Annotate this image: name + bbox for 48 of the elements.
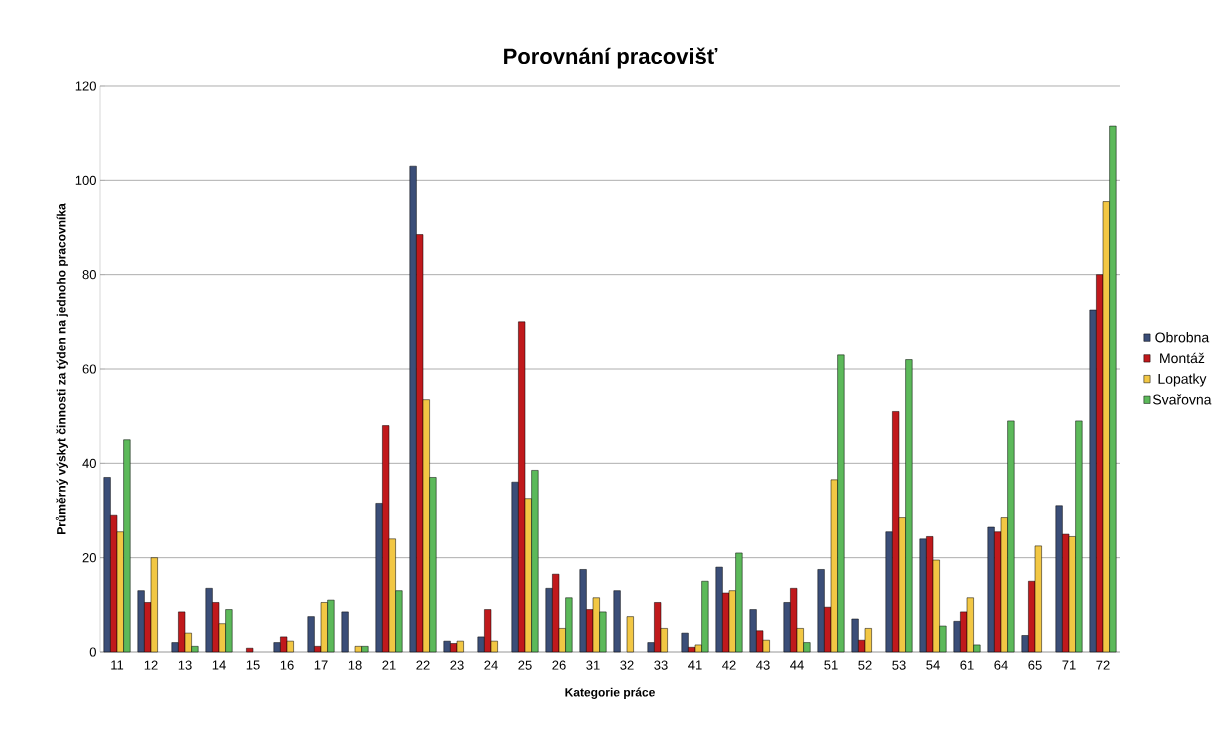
x-tick-label: 24 [484, 660, 498, 670]
y-tick-label: 0 [89, 647, 96, 657]
y-tick-label: 40 [82, 458, 96, 468]
bar [626, 616, 634, 653]
legend-label: Svařovna [1153, 394, 1212, 405]
x-tick-label: 44 [790, 660, 804, 670]
x-tick-label: 21 [382, 660, 396, 670]
x-tick-label: 12 [144, 660, 158, 670]
legend-label: Lopatky [1158, 373, 1207, 387]
x-tick-label: 25 [518, 660, 532, 670]
y-tick-label: 100 [75, 175, 96, 185]
x-tick-label: 16 [280, 660, 294, 670]
bar [341, 611, 349, 653]
x-tick-label: 42 [722, 660, 736, 670]
x-tick-label: 54 [926, 660, 940, 670]
y-tick-label: 120 [75, 81, 96, 91]
x-axis-title: Kategorie práce [565, 687, 655, 699]
x-tick-label: 65 [1028, 660, 1042, 670]
x-tick-label: 31 [586, 660, 600, 670]
y-tick-label: 20 [82, 553, 96, 563]
x-tick-label: 33 [654, 660, 668, 670]
x-tick-label: 41 [688, 660, 702, 670]
x-tick-label: 26 [552, 660, 566, 670]
bar [246, 647, 254, 653]
x-tick-label: 71 [1062, 660, 1076, 670]
x-tick-label: 14 [212, 660, 226, 670]
x-tick-label: 43 [756, 660, 770, 670]
x-tick-label: 72 [1096, 660, 1110, 670]
x-tick-label: 53 [892, 660, 906, 670]
x-tick-label: 23 [450, 660, 464, 670]
x-tick-label: 64 [994, 660, 1008, 670]
x-tick-label: 22 [416, 660, 430, 670]
y-tick-label: 80 [82, 270, 96, 280]
y-tick-label: 60 [82, 364, 96, 374]
x-tick-label: 17 [314, 660, 328, 670]
x-tick-label: 32 [620, 660, 634, 670]
y-axis-title: Průměrný výskyt činnosti za týden na jednoho pracovníka [55, 203, 68, 534]
x-tick-label: 61 [960, 660, 974, 670]
legend-label: Montáž [1160, 352, 1205, 364]
x-tick-label: 51 [824, 660, 838, 670]
x-tick-label: 11 [111, 660, 124, 670]
chart-title: Porovnání pracovišť [504, 47, 718, 69]
x-tick-label: 18 [348, 660, 362, 670]
legend-label: Obrobna [1155, 332, 1210, 343]
x-tick-label: 15 [246, 660, 260, 670]
bar [613, 590, 621, 653]
x-tick-label: 52 [858, 660, 872, 670]
x-tick-label: 13 [178, 660, 192, 670]
